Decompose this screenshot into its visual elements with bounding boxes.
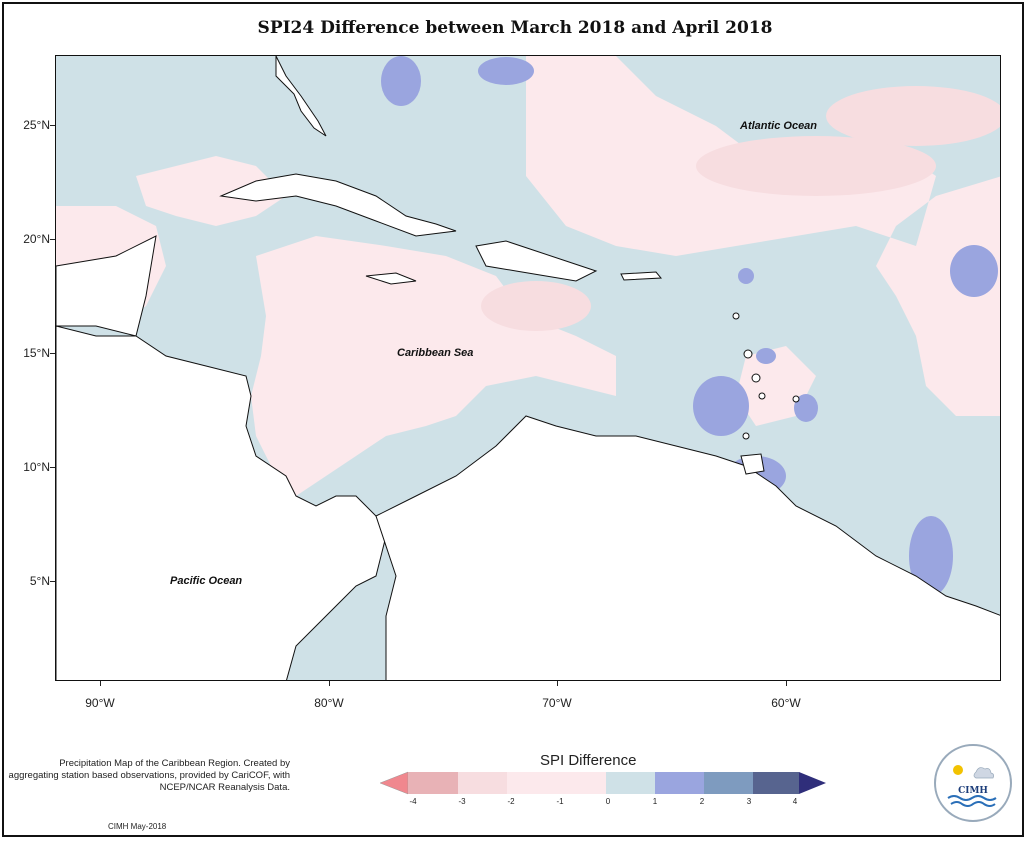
lat-tick-5 [50,581,55,582]
lat-tick-20 [50,239,55,240]
caribbean-pink-region [251,236,616,496]
legend-bin-3 [507,772,557,794]
antigua [732,312,740,320]
lon-label-90: 90°W [85,696,115,710]
map-description: Precipitation Map of the Caribbean Regio… [8,758,290,793]
caribbean-sea-label: Caribbean Sea [397,347,474,359]
lon-tick-90 [100,681,101,686]
tobago-blue [794,394,818,422]
atlantic-blue-1 [950,245,998,297]
legend-tick--1: -1 [556,797,564,806]
st-lucia [758,392,766,400]
puerto-rico [620,271,663,281]
map-panel [55,55,1001,681]
lat-label-10: 10°N [23,460,50,474]
lon-tick-60 [786,681,787,686]
legend-arrow-left [380,771,409,795]
cloud-icon [973,767,995,779]
gulf-pink-region [136,156,286,226]
bahamas-blue-2 [478,57,534,85]
legend-bin-7 [704,772,753,794]
legend-bin-6 [655,772,704,794]
legend-tick-4: 4 [792,797,798,806]
lon-label-70: 70°W [542,696,572,710]
bermuda-deep-pink [826,86,1000,146]
legend-arrow-right [799,772,826,794]
bahamas-blue-1 [381,56,421,106]
sun-icon [953,765,963,775]
grenada-blue [693,376,749,436]
credit-line: CIMH May-2018 [108,822,167,831]
logo-text: CIMH [958,786,988,796]
guiana-blue [909,516,953,596]
legend-tick--2: -2 [507,797,515,806]
cimh-logo: CIMH [934,744,1012,822]
islands [732,312,800,475]
atlantic-deep-pink [696,136,936,196]
lat-tick-25 [50,125,55,126]
guadeloupe [743,349,753,359]
legend-tick--4: -4 [409,797,417,806]
legend-tick-3: 3 [746,797,752,806]
lat-tick-15 [50,353,55,354]
legend-bin-4 [557,772,606,794]
legend-colorbar [380,771,826,795]
hispaniola [475,240,598,282]
legend-title: SPI Difference [540,752,637,769]
lon-label-80: 80°W [314,696,344,710]
central-america [56,325,387,680]
deep-pink-regions [481,86,1000,331]
map-title: SPI24 Difference between March 2018 and … [257,18,773,38]
lon-label-60: 60°W [771,696,801,710]
legend-bin-1 [408,772,458,794]
legend-bin-8 [753,772,799,794]
grenada [742,432,750,440]
lat-label-15: 15°N [23,346,50,360]
south-america [375,415,1000,680]
legend-tick-2: 2 [699,797,705,806]
cimh-logo-graphic: CIMH [947,765,997,807]
cuba [219,173,457,237]
legend-bin-5 [606,772,655,794]
lat-label-20: 20°N [23,232,50,246]
caribbean-deep-pink [481,281,591,331]
antilles-blue-1 [738,268,754,284]
lat-label-25: 25°N [23,118,50,132]
legend-tick-0: 0 [605,797,611,806]
legend-tick--3: -3 [458,797,466,806]
jamaica [365,272,417,285]
map-svg [56,56,1000,680]
antilles-blue-2 [756,348,776,364]
lon-tick-70 [557,681,558,686]
wave-icon [947,795,997,801]
lat-tick-10 [50,467,55,468]
barbados [792,395,800,403]
lon-tick-80 [329,681,330,686]
atlantic-ocean-label: Atlantic Ocean [740,120,818,132]
lat-label-5: 5°N [29,574,50,588]
florida [275,56,327,137]
martinique [751,373,761,383]
legend-bin-2 [458,772,507,794]
pacific-ocean-label: Pacific Ocean [170,575,243,587]
trinidad [740,453,765,475]
land [56,56,1000,680]
legend-tick-1: 1 [652,797,658,806]
yucatan [56,235,157,337]
